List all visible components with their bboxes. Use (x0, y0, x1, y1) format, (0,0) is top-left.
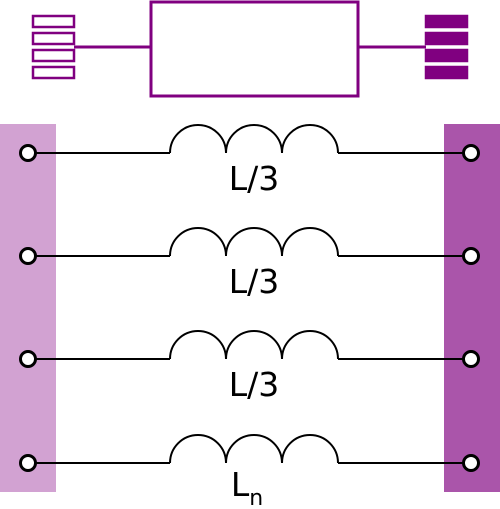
terminal-left-2 (19, 247, 37, 265)
inductor-coil-icon (169, 124, 339, 154)
terminal-right-3 (462, 350, 480, 368)
right-port-bar (444, 124, 500, 492)
branch-4-label-subscript: n (249, 486, 263, 509)
branch-2-label: L/3 (229, 262, 280, 301)
branch-1-label: L/3 (229, 159, 280, 198)
branch-4: Ln (19, 434, 480, 509)
header-symbol (31, 0, 469, 98)
branch-2: L/3 (19, 227, 480, 301)
left-connector-icon (31, 14, 76, 80)
terminal-left-1 (19, 144, 37, 162)
branch-1: L/3 (19, 124, 480, 198)
branch-3-label: L/3 (229, 365, 280, 404)
branch-1-label-main: L/3 (229, 159, 280, 198)
header-box (149, 0, 360, 98)
terminal-left-3 (19, 350, 37, 368)
right-connector-icon (424, 14, 469, 80)
terminal-right-4 (462, 454, 480, 472)
branch-4-label-main: L (231, 465, 250, 504)
terminal-right-1 (462, 144, 480, 162)
branch-2-label-main: L/3 (229, 262, 280, 301)
inductor-coil-icon (169, 227, 339, 257)
inductor-coil-icon (169, 434, 339, 464)
branch-3: L/3 (19, 330, 480, 404)
branch-3-label-main: L/3 (229, 365, 280, 404)
branch-4-label: Ln (231, 465, 263, 509)
inductor-coil-icon (169, 330, 339, 360)
terminal-right-2 (462, 247, 480, 265)
terminal-left-4 (19, 454, 37, 472)
left-port-bar (0, 124, 56, 492)
